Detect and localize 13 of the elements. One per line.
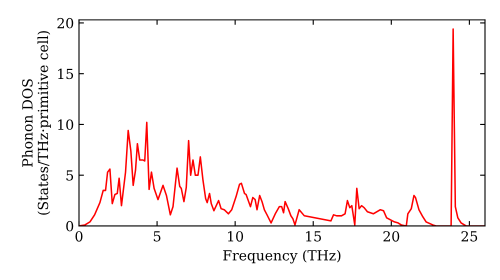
y-tick-label: 5	[66, 170, 74, 181]
y-tick-label: 10	[58, 119, 74, 130]
x-axis-title: Frequency (THz)	[223, 250, 340, 264]
x-tick-label: 10	[228, 231, 244, 242]
y-tick-label: 20	[57, 18, 74, 28]
y-tick-label: 15	[58, 68, 74, 80]
x-tick-label: 25	[461, 231, 478, 242]
y-tick-label: 0	[66, 220, 74, 232]
x-tick-label: 0	[75, 231, 82, 242]
y-axis-title: Phonon DOS (States/THz·primitive cell)	[22, 31, 51, 215]
x-tick-label: 15	[306, 231, 321, 242]
x-tick-label: 5	[154, 231, 160, 242]
x-tick-label: 20	[383, 231, 400, 242]
